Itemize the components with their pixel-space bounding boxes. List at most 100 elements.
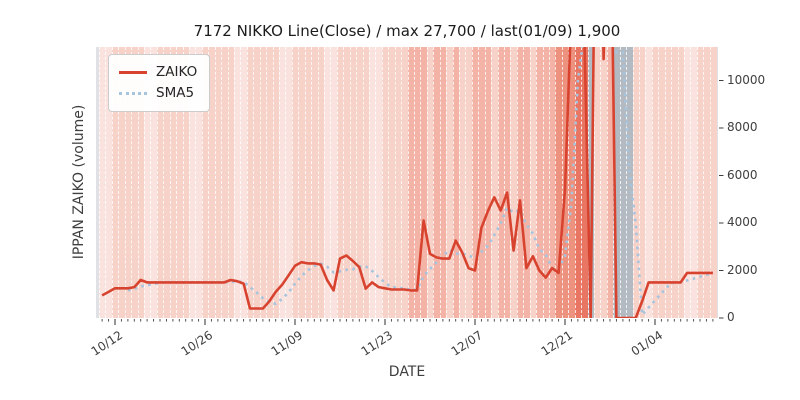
day-band <box>349 47 358 318</box>
x-tick-label: 01/04 <box>628 328 666 359</box>
day-band <box>221 47 229 318</box>
day-band <box>606 47 615 318</box>
legend-item-zaiko: ZAIKO <box>119 62 197 83</box>
day-band <box>696 47 705 318</box>
day-band <box>446 47 454 318</box>
day-band <box>163 47 171 318</box>
day-band <box>626 47 634 318</box>
day-band <box>362 47 370 318</box>
day-band <box>143 47 152 318</box>
chart-title: 7172 NIKKO Line(Close) / max 27,700 / la… <box>193 22 621 40</box>
day-band <box>452 47 460 318</box>
day-band <box>233 47 242 318</box>
line-chart-canvas <box>101 47 714 318</box>
day-band <box>458 47 467 318</box>
day-band <box>478 47 486 318</box>
day-band <box>169 47 178 318</box>
day-band <box>536 47 544 318</box>
day-band <box>98 47 107 318</box>
y-tick-label: 0 <box>727 310 735 324</box>
day-band <box>407 47 415 318</box>
legend-item-sma5: SMA5 <box>119 83 197 104</box>
day-band <box>619 47 628 318</box>
day-band <box>343 47 351 318</box>
day-band <box>240 47 248 318</box>
day-band <box>182 47 190 318</box>
day-band <box>651 47 660 318</box>
day-band <box>426 47 435 318</box>
y-axis-label: IPPAN ZAIKO (volume) <box>71 104 87 260</box>
day-band <box>703 47 711 318</box>
x-tick-label: 11/23 <box>358 328 396 359</box>
legend-label-zaiko: ZAIKO <box>156 63 198 80</box>
day-band <box>671 47 679 318</box>
day-band <box>118 47 126 318</box>
day-band <box>394 47 403 318</box>
zaiko-line <box>101 47 713 318</box>
day-band <box>214 47 223 318</box>
day-band <box>201 47 210 318</box>
day-band <box>497 47 505 318</box>
day-band <box>593 47 602 318</box>
plot-area: ZAIKO SMA5 <box>96 47 718 318</box>
day-band <box>375 47 383 318</box>
day-band <box>124 47 133 318</box>
x-axis-label: DATE <box>388 364 426 380</box>
day-band <box>658 47 666 318</box>
day-band <box>638 47 647 318</box>
y-axis-ticks <box>719 80 724 319</box>
day-band <box>709 47 718 318</box>
day-band <box>401 47 409 318</box>
day-band <box>465 47 473 318</box>
day-band <box>272 47 280 318</box>
day-band <box>131 47 139 318</box>
sma5-line-swatch <box>119 92 147 95</box>
day-band <box>253 47 261 318</box>
x-tick-label: 10/12 <box>88 328 126 359</box>
day-band <box>227 47 235 318</box>
day-band <box>311 47 319 318</box>
day-band <box>413 47 422 318</box>
day-band <box>368 47 377 318</box>
day-band <box>111 47 120 318</box>
day-band <box>105 47 113 318</box>
day-band <box>548 47 557 318</box>
day-band <box>439 47 448 318</box>
day-band <box>285 47 293 318</box>
day-band <box>690 47 698 318</box>
day-band <box>291 47 300 318</box>
day-band <box>156 47 165 318</box>
x-tick-label: 12/21 <box>538 328 576 359</box>
day-band <box>188 47 197 318</box>
day-band <box>555 47 563 318</box>
day-band <box>208 47 216 318</box>
day-band <box>420 47 428 318</box>
day-band <box>632 47 640 318</box>
day-band <box>471 47 480 318</box>
day-band <box>330 47 338 318</box>
day-band <box>683 47 692 318</box>
day-band <box>491 47 499 318</box>
sma5-line <box>127 47 714 318</box>
day-band <box>568 47 576 318</box>
day-band <box>336 47 345 318</box>
day-band <box>317 47 325 318</box>
day-band <box>266 47 274 318</box>
day-band <box>516 47 525 318</box>
day-band <box>195 47 203 318</box>
y-tick-label: 10000 <box>727 72 766 87</box>
day-band <box>388 47 396 318</box>
day-band <box>510 47 518 318</box>
day-band <box>523 47 531 318</box>
day-band <box>381 47 390 318</box>
legend-label-sma5: SMA5 <box>156 84 195 101</box>
x-tick-label: 11/09 <box>268 328 306 359</box>
y-tick-label: 6000 <box>727 167 758 182</box>
day-band <box>664 47 673 318</box>
day-band <box>600 47 608 318</box>
day-band <box>176 47 184 318</box>
x-tick-label: 12/07 <box>448 328 486 359</box>
y-tick-label: 4000 <box>727 215 758 229</box>
day-band <box>433 47 441 318</box>
